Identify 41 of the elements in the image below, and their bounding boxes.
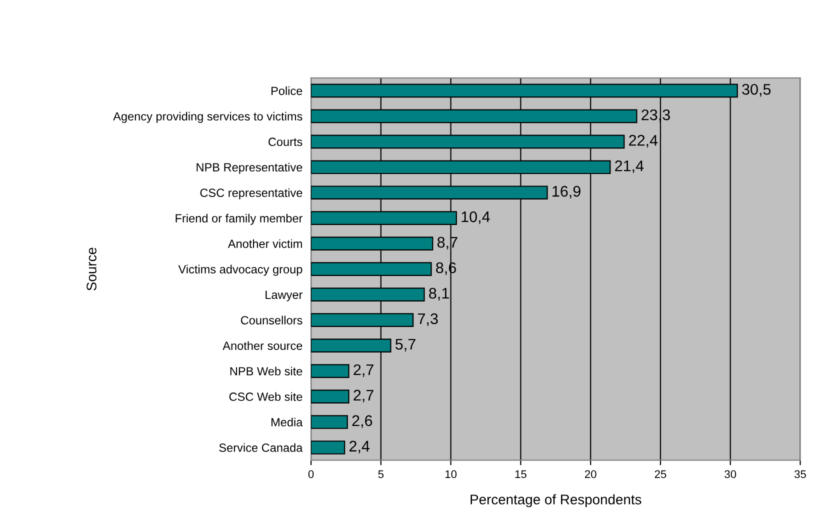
x-tick-label: 10: [445, 470, 457, 478]
data-label: 8,1: [429, 288, 449, 300]
bar: [311, 440, 346, 454]
y-tick-label: CSC representative: [200, 188, 302, 200]
y-tick-label: Police: [272, 86, 302, 96]
data-label: 22,4: [629, 134, 658, 148]
data-label: 2,6: [352, 415, 372, 428]
x-tick-label: 30: [724, 470, 736, 478]
y-tick-label: Lawyer: [266, 290, 302, 302]
y-tick-label: Agency providing services to victims: [113, 112, 302, 123]
data-label: 2,4: [350, 440, 370, 454]
y-tick-label: Courts: [268, 138, 302, 146]
bar: [311, 390, 350, 404]
x-tick-label: 5: [378, 470, 384, 478]
y-tick-label: Friend or family member: [176, 214, 303, 225]
data-label: 30,5: [742, 84, 771, 97]
data-label: 2,7: [354, 390, 374, 402]
y-axis-title: Source: [86, 248, 96, 290]
data-label: 21,4: [615, 160, 644, 174]
data-label: 16,9: [552, 186, 580, 199]
y-tick-label: Service Canada: [219, 443, 303, 452]
y-tick-label: NPB Web site: [230, 366, 302, 376]
y-tick-label: Media: [272, 418, 303, 426]
y-tick-label: Counsellors: [240, 316, 302, 324]
x-tick-label: 15: [515, 470, 526, 478]
x-tick-label: 0: [308, 470, 314, 478]
data-label: 5,7: [395, 338, 416, 352]
bar: [311, 364, 350, 378]
y-tick-label: Another victim: [228, 239, 302, 248]
y-tick-label: NPB Representative: [196, 162, 302, 174]
x-tick-label: 20: [584, 470, 596, 478]
y-tick-label: Another source: [222, 341, 302, 350]
x-axis-title: Percentage of Respondents: [470, 494, 642, 508]
bar: [311, 415, 348, 429]
y-tick-label: Victims advocacy group: [178, 264, 302, 276]
y-tick-label: CSC Web site: [229, 392, 302, 401]
x-tick-label: 35: [794, 470, 806, 478]
data-label: 2,7: [354, 364, 374, 377]
x-tick-label: 25: [654, 470, 666, 478]
data-label: 7,3: [418, 313, 438, 326]
data-label: 10,4: [462, 211, 490, 224]
